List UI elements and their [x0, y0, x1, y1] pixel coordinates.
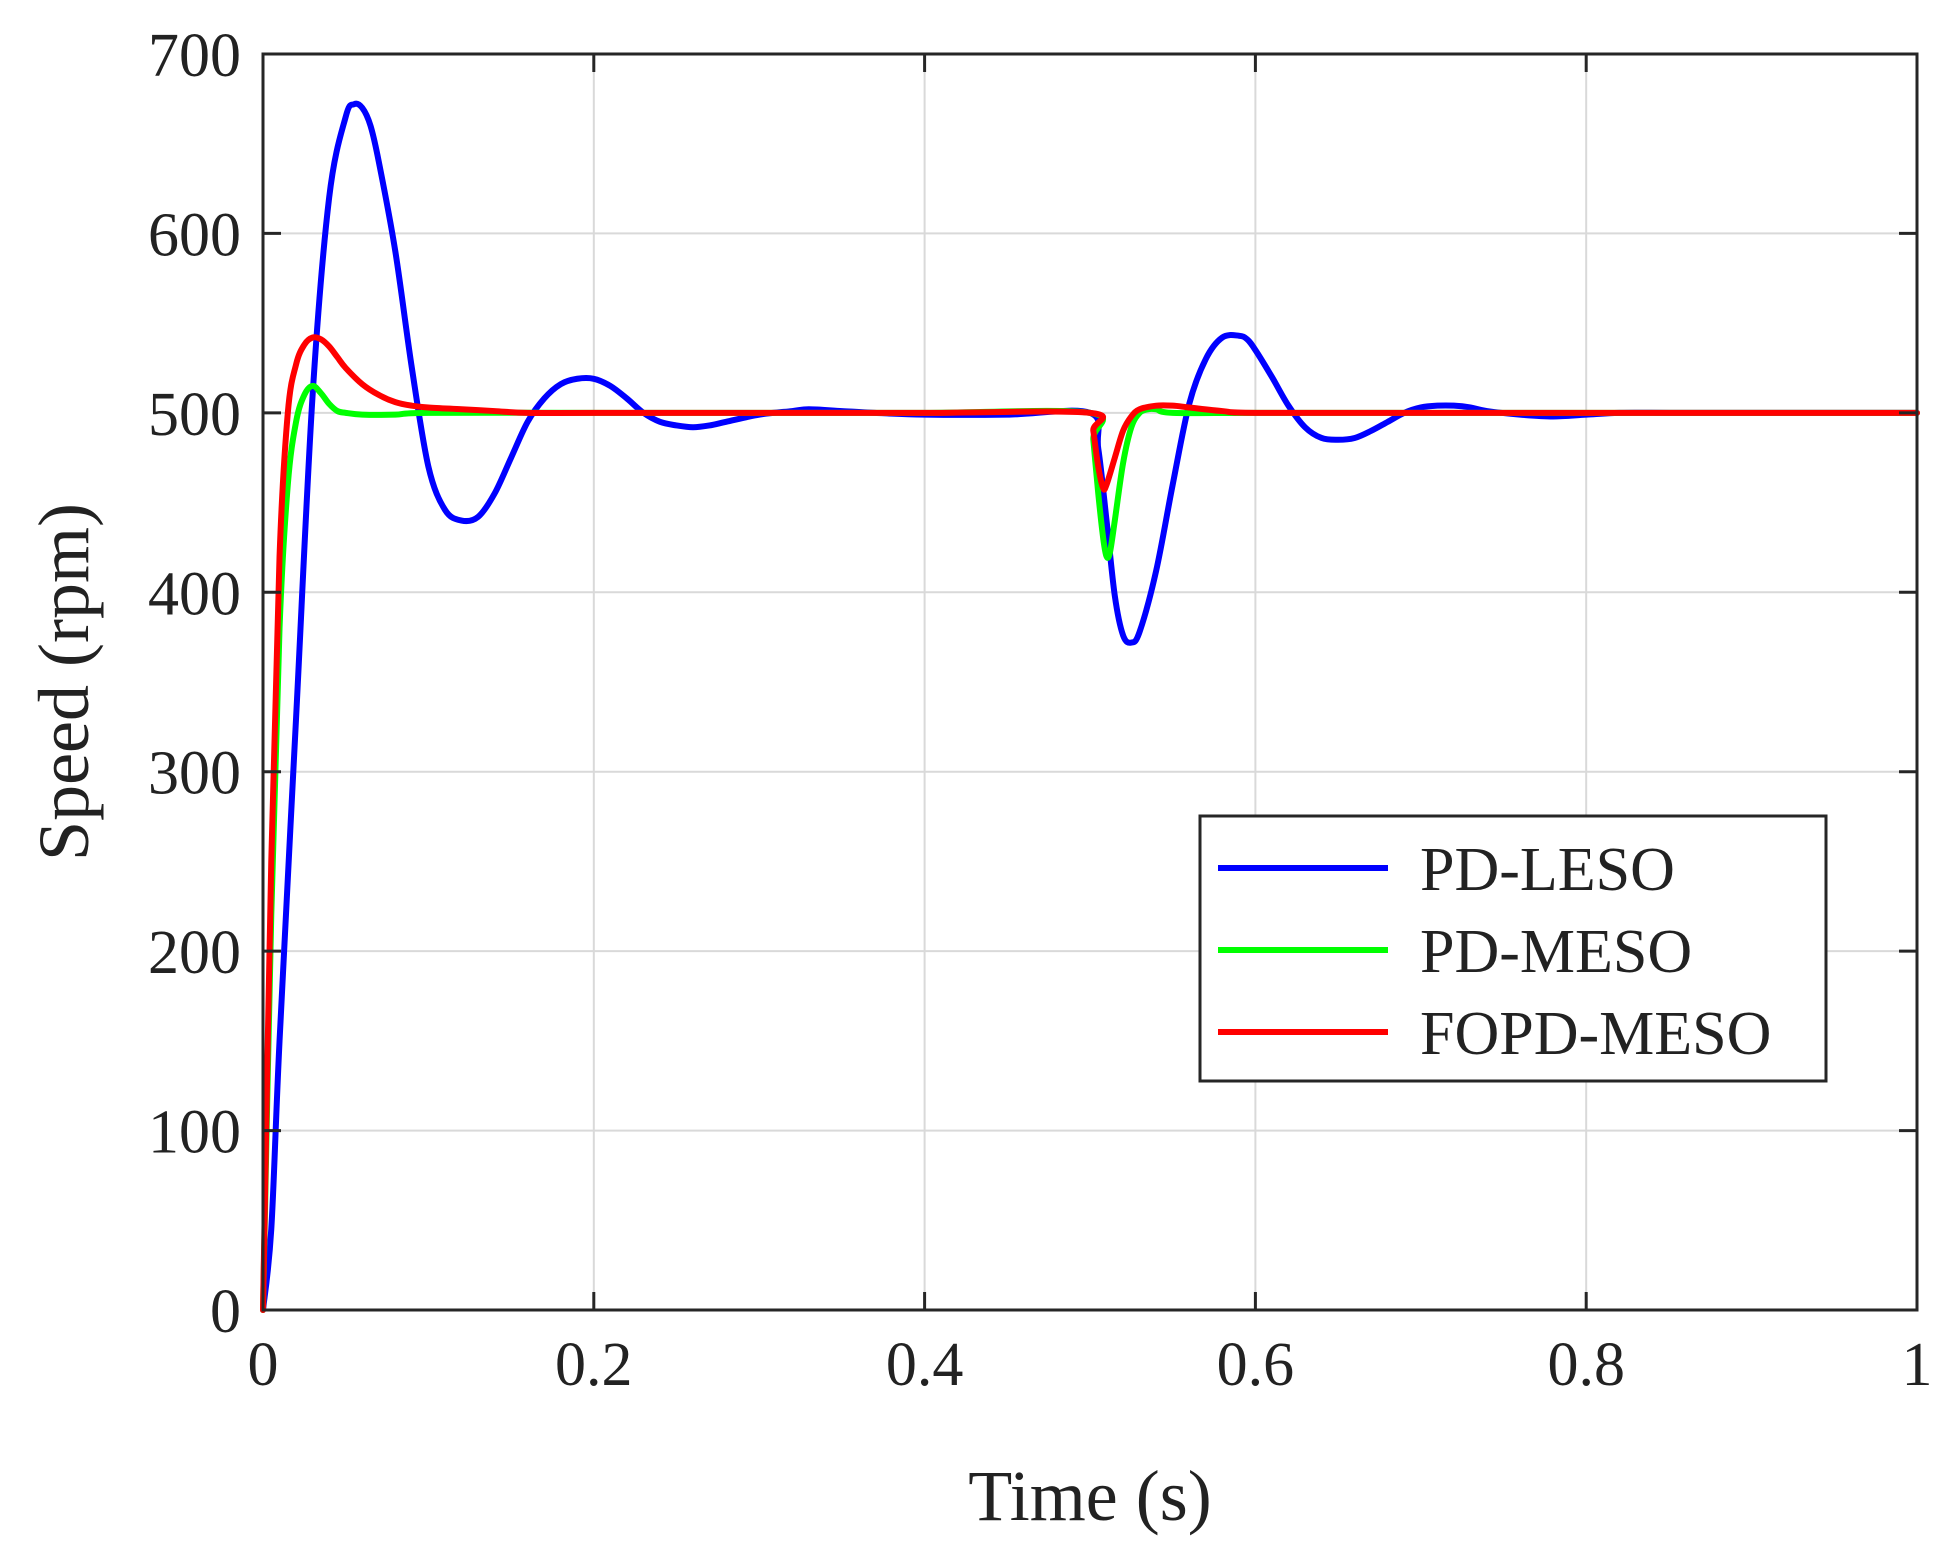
legend-label-pd-leso: PD-LESO: [1420, 836, 1675, 904]
axis-ticks: 0 0.2 0.4 0.6 0.8 1 0 100 200 300 400 500 600 700: [148, 22, 1933, 1399]
x-axis-label: Time (s): [968, 1456, 1211, 1536]
x-tick-label: 0.8: [1547, 1331, 1625, 1399]
y-tick-label: 700: [148, 22, 241, 90]
legend-label-fopd-meso: FOPD-MESO: [1420, 1000, 1771, 1068]
series-group: [260, 100, 1920, 1313]
plot-background: [263, 54, 1917, 1310]
y-tick-label: 0: [210, 1278, 241, 1346]
y-tick-label: 100: [148, 1099, 241, 1167]
x-tick-label: 1: [1902, 1331, 1933, 1399]
y-tick-label: 400: [148, 560, 241, 628]
y-tick-label: 500: [148, 381, 241, 449]
y-tick-label: 200: [148, 919, 241, 987]
x-tick-label: 0.2: [555, 1331, 633, 1399]
y-tick-label: 600: [148, 201, 241, 269]
x-tick-label: 0.4: [886, 1331, 964, 1399]
legend-entries: PD-LESO PD-MESO FOPD-MESO: [1218, 836, 1771, 1068]
x-tick-label: 0: [248, 1331, 279, 1399]
y-tick-label: 300: [148, 740, 241, 808]
x-tick-label: 0.6: [1217, 1331, 1295, 1399]
legend: PD-LESO PD-MESO FOPD-MESO: [1198, 814, 1828, 1083]
series-line-fopd-meso: [260, 334, 1920, 1313]
legend-label-pd-meso: PD-MESO: [1420, 918, 1692, 986]
y-axis-label: Speed (rpm): [24, 503, 104, 861]
plot-frame: [261, 52, 1919, 1312]
